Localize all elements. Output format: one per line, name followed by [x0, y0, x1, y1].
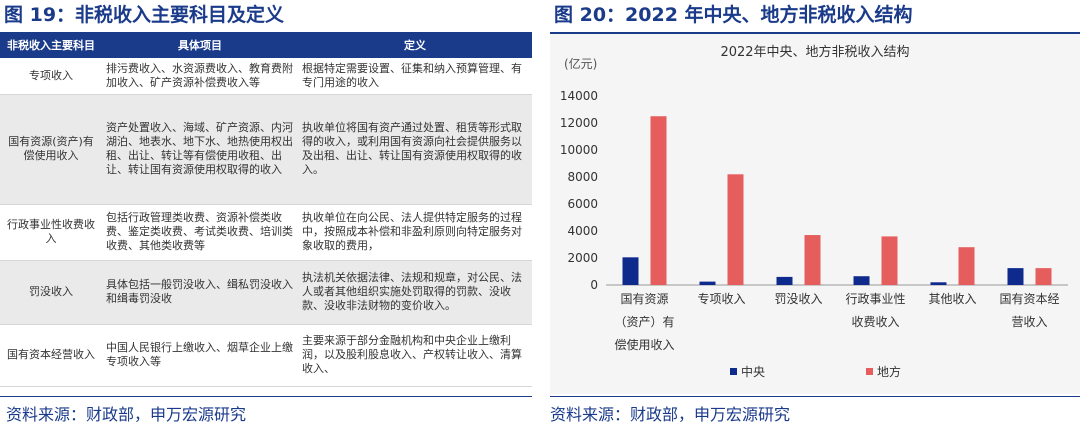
header-category: 非税收入主要科目: [0, 34, 102, 58]
x-tick-label: 收费收入: [851, 315, 899, 329]
row-definition: 执收单位在向公民、法人提供特定服务的过程中，按照成本补偿和非盈利原则向特定服务对…: [298, 204, 532, 261]
legend-label: 地方: [877, 364, 901, 379]
bar-chart: 2022年中央、地方非税收入结构 (亿元) 0 2000 4000 6000 8000 100…: [560, 44, 1068, 379]
row-items: 具体包括一般罚没收入、缉私罚没收入和缉毒罚没收: [102, 260, 298, 325]
legend-swatch: [730, 368, 737, 375]
row-definition: 主要来源于部分金融机构和中央企业上缴利润，以及股利股息收入、产权转让收入、清算收…: [298, 324, 532, 387]
figure-20-title: 图 20：2022 年中央、地方非税收入结构: [554, 4, 913, 26]
bottom-rule: [550, 396, 1080, 397]
title-rule: [0, 32, 532, 34]
legend-swatch: [866, 368, 873, 375]
bar-local: [727, 174, 744, 285]
bar-central: [853, 276, 870, 285]
source-note-left: 资料来源：财政部，申万宏源研究: [6, 405, 247, 424]
table-row: 罚没收入 具体包括一般罚没收入、缉私罚没收入和缉毒罚没收 执法机关依据法律、法规…: [0, 260, 532, 325]
row-items: 资产处置收入、海域、矿产资源、内河湖泊、地表水、地下水、地热使用权出租、出让、转…: [102, 94, 298, 205]
x-tick-label: 专项收入: [697, 291, 745, 306]
header-items: 具体项目: [102, 34, 298, 58]
header-definition: 定义: [298, 34, 532, 58]
title-rule: [550, 32, 1080, 34]
bar-local: [1035, 268, 1052, 285]
bar-local: [650, 116, 667, 285]
bottom-rule: [0, 396, 532, 397]
row-items: 包括行政管理类收费、资源补偿类收费、鉴定类收费、考试类收费、培训类收费、其他类收…: [102, 204, 298, 261]
nontax-definition-table: 非税收入主要科目 具体项目 定义 专项收入 排污费收入、水资源费收入、教育费附加…: [0, 34, 532, 387]
x-tick-label: 行政事业性: [845, 292, 905, 306]
table-header-row: 非税收入主要科目 具体项目 定义: [0, 34, 532, 58]
x-tick-label: （资产）有: [614, 315, 674, 329]
x-tick-label: 国有资本经: [999, 292, 1059, 306]
table-row: 国有资本经营收入 中国人民银行上缴收入、烟草企业上缴专项收入等 主要来源于部分金…: [0, 324, 532, 387]
right-panel: 图 20：2022 年中央、地方非税收入结构 2022年中央、地方非税收入结构 (…: [550, 0, 1080, 394]
y-tick-label: 4000: [567, 224, 598, 238]
table-row: 专项收入 排污费收入、水资源费收入、教育费附加收入、矿产资源补偿费收入等 根据特…: [0, 58, 532, 95]
bar-central: [1007, 268, 1024, 285]
x-tick-label: 其他收入: [928, 292, 976, 306]
y-tick-label: 2000: [567, 251, 598, 265]
figure-19-title: 图 19：非税收入主要科目及定义: [4, 4, 285, 26]
chart-area: 2022年中央、地方非税收入结构 (亿元) 0 2000 4000 6000 8000 100…: [550, 34, 1080, 394]
row-category: 罚没收入: [0, 260, 102, 325]
left-panel: 图 19：非税收入主要科目及定义 非税收入主要科目 具体项目 定义 专项收入 排…: [0, 0, 532, 387]
y-axis-unit: (亿元): [564, 56, 597, 71]
y-tick-label: 8000: [567, 170, 598, 184]
bar-local: [958, 247, 975, 285]
bar-central: [776, 276, 793, 285]
x-tick-label: 营收入: [1011, 315, 1047, 329]
row-definition: 执收单位将国有资产通过处置、租赁等形式取得的收入，或利用国有资源向社会提供服务以…: [298, 94, 532, 205]
bar-local: [804, 235, 821, 285]
row-definition: 根据特定需要设置、征集和纳入预算管理、有专门用途的收入: [298, 58, 532, 95]
bar-central: [699, 281, 716, 285]
row-items: 中国人民银行上缴收入、烟草企业上缴专项收入等: [102, 324, 298, 387]
y-tick-label: 12000: [560, 116, 598, 130]
y-tick-label: 0: [590, 278, 598, 292]
bar-local: [881, 236, 898, 285]
row-category: 专项收入: [0, 58, 102, 95]
source-note-right: 资料来源：财政部，申万宏源研究: [550, 405, 791, 424]
x-tick-label: 国有资源: [620, 292, 668, 306]
table-row: 行政事业性收费收入 包括行政管理类收费、资源补偿类收费、鉴定类收费、考试类收费、…: [0, 204, 532, 261]
bar-central: [930, 282, 947, 285]
legend-label: 中央: [741, 364, 765, 379]
x-tick-label: 偿使用收入: [614, 337, 674, 352]
table-row: 国有资源(资产)有偿使用收入 资产处置收入、海域、矿产资源、内河湖泊、地表水、地…: [0, 94, 532, 205]
row-category: 国有资本经营收入: [0, 324, 102, 387]
chart-title: 2022年中央、地方非税收入结构: [720, 44, 909, 60]
row-items: 排污费收入、水资源费收入、教育费附加收入、矿产资源补偿费收入等: [102, 58, 298, 95]
x-tick-label: 罚没收入: [774, 291, 822, 306]
row-category: 行政事业性收费收入: [0, 204, 102, 261]
row-category: 国有资源(资产)有偿使用收入: [0, 94, 102, 205]
y-tick-label: 10000: [560, 143, 598, 157]
bar-central: [622, 257, 639, 285]
y-tick-label: 14000: [560, 89, 598, 103]
row-definition: 执法机关依据法律、法规和规章，对公民、法人或者其他组织实施处罚取得的罚款、没收款…: [298, 260, 532, 325]
y-tick-label: 6000: [567, 197, 598, 211]
